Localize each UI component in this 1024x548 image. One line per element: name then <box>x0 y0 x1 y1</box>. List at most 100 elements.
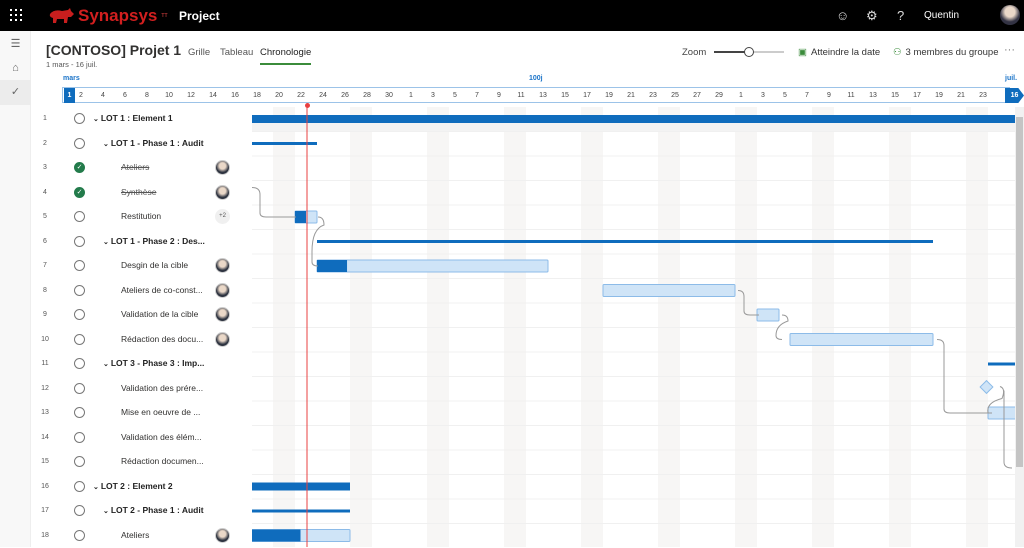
brand-logo[interactable]: Synapsys TT <box>48 6 168 26</box>
vertical-scrollbar[interactable] <box>1015 107 1024 547</box>
help-icon[interactable]: ? <box>897 8 905 23</box>
chevron-down-icon[interactable]: ⌄ <box>103 508 111 515</box>
task-row[interactable]: 5 Restitution +2 <box>31 205 252 229</box>
task-row[interactable]: 9 Validation de la cible <box>31 303 252 327</box>
complete-circle-checkbox[interactable] <box>74 137 85 149</box>
start-date-marker[interactable]: 1 <box>64 88 75 103</box>
task-bar[interactable] <box>789 333 934 346</box>
complete-circle-checkbox[interactable] <box>74 480 85 492</box>
complete-circle-checkbox[interactable] <box>74 529 85 541</box>
task-name[interactable]: ⌄ LOT 1 - Phase 1 : Audit <box>103 138 204 148</box>
complete-circle-checkbox[interactable] <box>74 309 85 320</box>
task-bar[interactable] <box>316 259 549 273</box>
summary-bar[interactable] <box>252 482 350 491</box>
task-bar[interactable] <box>987 406 1015 420</box>
task-name[interactable]: ⌄ LOT 1 : Element 1 <box>93 113 173 123</box>
task-name[interactable]: Validation des élém... <box>121 432 202 442</box>
task-row[interactable]: 18 Ateliers <box>31 524 252 548</box>
complete-circle-checkbox[interactable] <box>74 407 85 418</box>
complete-circle-checkbox[interactable] <box>74 260 85 271</box>
app-name[interactable]: Project <box>179 9 220 23</box>
task-name[interactable]: Validation des prére... <box>121 383 203 393</box>
assignee-avatar[interactable] <box>215 307 230 322</box>
task-name[interactable]: ⌄ LOT 2 : Element 2 <box>93 481 173 491</box>
complete-circle-checkbox[interactable] <box>74 358 85 369</box>
assignee-avatar[interactable] <box>215 527 230 543</box>
task-name[interactable]: Restitution <box>121 211 161 221</box>
task-name[interactable]: ⌄ LOT 3 - Phase 3 : Imp... <box>103 358 204 368</box>
smiley-icon[interactable]: ☺ <box>836 8 850 23</box>
task-row[interactable]: 4 ✓ Synthèse <box>31 181 252 205</box>
task-row[interactable]: 6 ⌄ LOT 1 - Phase 2 : Des... <box>31 230 252 254</box>
task-name[interactable]: Ateliers de co-const... <box>121 285 203 295</box>
tab-tableau[interactable]: Tableau <box>220 47 254 58</box>
more-icon[interactable]: ··· <box>1004 44 1015 56</box>
summary-bar[interactable] <box>252 142 317 145</box>
assignees-count[interactable]: +2 <box>215 209 230 224</box>
task-progress-bar[interactable] <box>295 211 306 223</box>
task-row[interactable]: 15 Rédaction documen... <box>31 450 252 474</box>
goto-date-button[interactable]: ▣ Atteindre la date <box>798 47 880 58</box>
chevron-down-icon[interactable]: ⌄ <box>93 483 101 491</box>
task-row[interactable]: 2 ⌄ LOT 1 - Phase 1 : Audit <box>31 132 252 156</box>
milestone-diamond[interactable] <box>979 379 994 395</box>
task-row[interactable]: 13 Mise en oeuvre de ... <box>31 401 252 425</box>
task-row[interactable]: 11 ⌄ LOT 3 - Phase 3 : Imp... <box>31 352 252 376</box>
completed-check-icon[interactable]: ✓ <box>74 162 85 173</box>
chevron-down-icon[interactable]: ⌄ <box>93 116 101 123</box>
task-name[interactable]: ⌄ LOT 1 - Phase 2 : Des... <box>103 236 205 246</box>
task-name[interactable]: Mise en oeuvre de ... <box>121 407 200 417</box>
members-button[interactable]: ⚇ 3 membres du groupe <box>893 47 998 58</box>
summary-bar[interactable] <box>252 509 350 513</box>
complete-circle-checkbox[interactable] <box>74 431 85 443</box>
task-row[interactable]: 8 Ateliers de co-const... <box>31 279 252 303</box>
assignee-avatar[interactable] <box>215 184 230 200</box>
timeline-scale[interactable] <box>62 87 1010 103</box>
task-row[interactable]: 16 ⌄ LOT 2 : Element 2 <box>31 475 252 499</box>
task-name[interactable]: Desgin de la cible <box>121 260 188 270</box>
task-row[interactable]: 14 Validation des élém... <box>31 426 252 450</box>
task-row[interactable]: 10 Rédaction des docu... <box>31 328 252 352</box>
complete-circle-checkbox[interactable] <box>74 235 85 247</box>
summary-bar[interactable] <box>988 362 1015 366</box>
zoom-slider-thumb[interactable] <box>744 47 754 57</box>
complete-circle-checkbox[interactable] <box>74 284 85 296</box>
task-bar[interactable] <box>602 284 736 297</box>
task-name[interactable]: Synthèse <box>121 187 156 197</box>
summary-bar[interactable] <box>252 115 1015 123</box>
chevron-down-icon[interactable]: ⌄ <box>103 361 111 368</box>
assignee-avatar[interactable] <box>215 258 230 273</box>
user-avatar[interactable] <box>1000 5 1020 25</box>
complete-circle-checkbox[interactable] <box>74 211 85 222</box>
task-row[interactable]: 7 Desgin de la cible <box>31 254 252 278</box>
task-name[interactable]: Validation de la cible <box>121 309 198 319</box>
complete-circle-checkbox[interactable] <box>74 382 85 394</box>
gear-icon[interactable]: ⚙ <box>866 8 878 23</box>
assignee-avatar[interactable] <box>215 160 230 175</box>
task-bar[interactable] <box>756 308 780 322</box>
chevron-down-icon[interactable]: ⌄ <box>103 140 111 148</box>
tab-chronologie[interactable]: Chronologie <box>260 47 312 65</box>
completed-check-icon[interactable]: ✓ <box>74 186 85 198</box>
task-progress-bar[interactable] <box>252 529 301 542</box>
complete-circle-checkbox[interactable] <box>74 333 85 345</box>
end-date-marker[interactable]: 16 <box>1005 88 1024 103</box>
summary-bar[interactable] <box>317 240 933 243</box>
scrollbar-thumb[interactable] <box>1016 117 1023 467</box>
task-name[interactable]: Rédaction des docu... <box>121 334 203 344</box>
chevron-down-icon[interactable]: ⌄ <box>103 238 111 246</box>
complete-circle-checkbox[interactable] <box>74 505 85 516</box>
assignee-avatar[interactable] <box>215 331 230 347</box>
hamburger-icon[interactable]: ☰ <box>10 38 21 50</box>
task-name[interactable]: Ateliers <box>121 530 149 540</box>
check-icon[interactable]: ✓ <box>0 80 31 105</box>
assignee-avatar[interactable] <box>215 282 230 298</box>
home-icon[interactable]: ⌂ <box>12 62 19 74</box>
task-name[interactable]: Rédaction documen... <box>121 456 204 466</box>
tab-grille[interactable]: Grille <box>188 47 211 58</box>
task-name[interactable]: Ateliers <box>121 162 149 172</box>
task-row[interactable]: 3 ✓ Ateliers <box>31 156 252 180</box>
complete-circle-checkbox[interactable] <box>74 456 85 467</box>
task-row[interactable]: 12 Validation des prére... <box>31 377 252 401</box>
waffle-icon[interactable] <box>10 9 22 21</box>
